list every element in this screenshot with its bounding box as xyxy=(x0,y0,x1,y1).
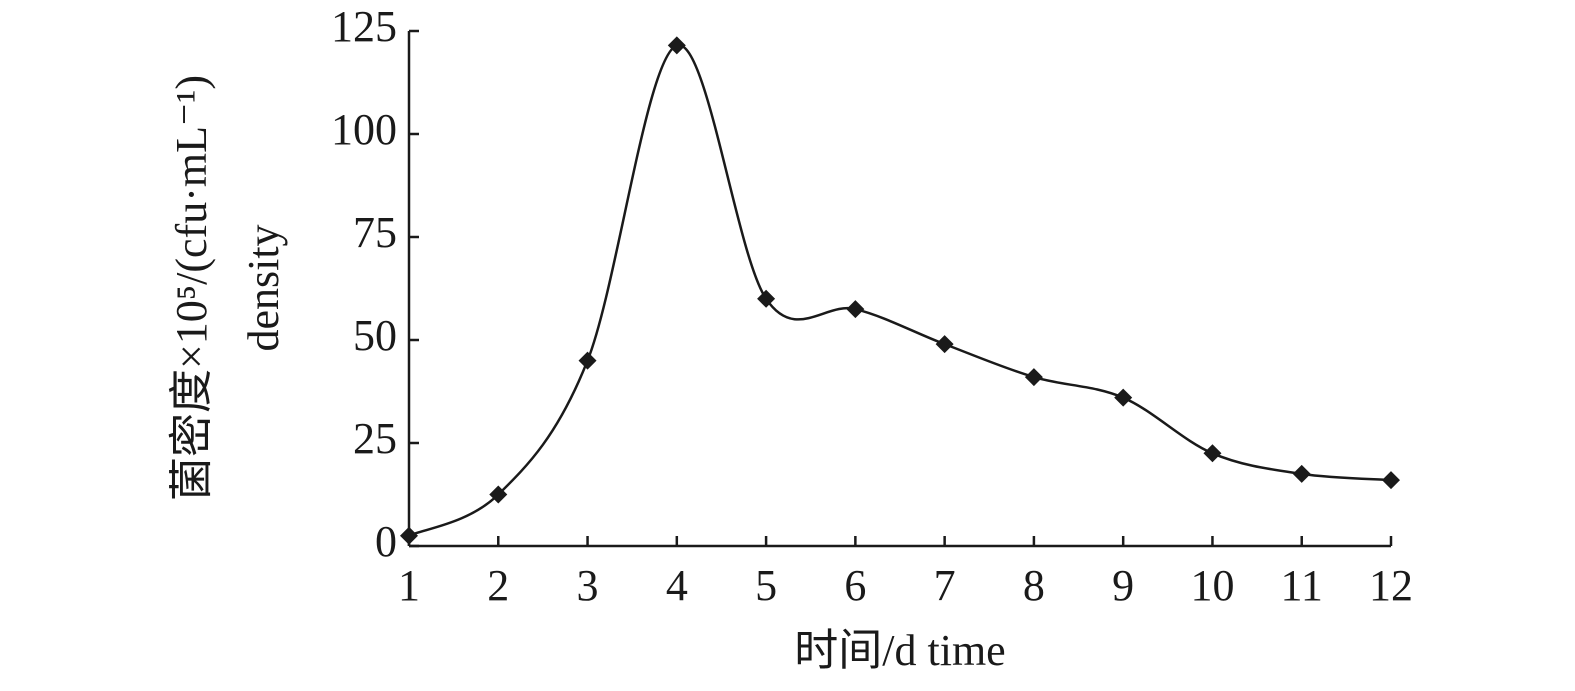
x-tick-label: 4 xyxy=(666,561,688,610)
marker xyxy=(1203,444,1222,463)
x-axis-label: 时间/d time xyxy=(794,626,1005,675)
y-tick-label: 125 xyxy=(331,2,397,51)
x-tick-label: 9 xyxy=(1112,561,1134,610)
x-tick-label: 7 xyxy=(934,561,956,610)
marker xyxy=(578,351,597,370)
y-axis-label: 菌密度×10⁵/(cfu·mL⁻¹) xyxy=(167,75,216,501)
marker xyxy=(1292,464,1311,483)
marker xyxy=(846,300,865,319)
x-tick-label: 10 xyxy=(1190,561,1234,610)
x-tick-label: 5 xyxy=(755,561,777,610)
marker xyxy=(757,289,776,308)
y-axis-label: density xyxy=(239,224,288,351)
x-tick-label: 11 xyxy=(1281,561,1323,610)
y-tick-label: 50 xyxy=(353,311,397,360)
y-tick-label: 100 xyxy=(331,105,397,154)
marker xyxy=(1024,368,1043,387)
marker xyxy=(400,526,418,545)
y-tick-label: 0 xyxy=(375,517,397,566)
marker xyxy=(1382,471,1400,490)
y-tick-label: 75 xyxy=(353,208,397,257)
marker xyxy=(489,485,508,504)
x-tick-label: 6 xyxy=(844,561,866,610)
x-tick-label: 3 xyxy=(577,561,599,610)
x-tick-label: 12 xyxy=(1369,561,1413,610)
marker xyxy=(667,36,686,55)
marker xyxy=(1114,388,1133,407)
marker xyxy=(935,335,954,354)
x-tick-label: 2 xyxy=(487,561,509,610)
y-tick-label: 25 xyxy=(353,414,397,463)
x-tick-label: 8 xyxy=(1023,561,1045,610)
line xyxy=(408,44,1392,537)
x-tick-label: 1 xyxy=(398,561,420,610)
